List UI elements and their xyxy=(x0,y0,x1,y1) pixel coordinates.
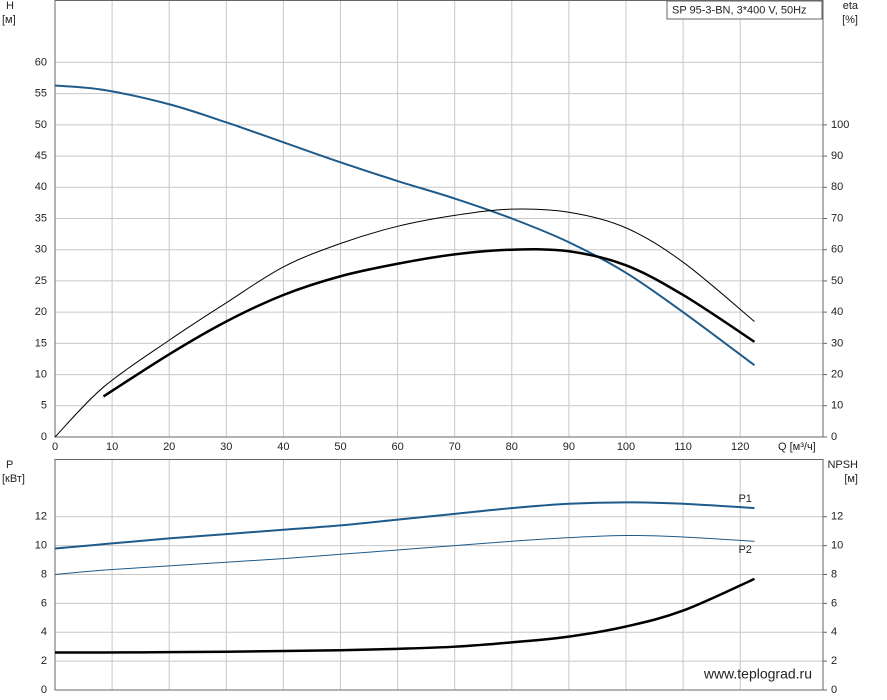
y2-tick-label: 20 xyxy=(831,368,843,380)
watermark: www.teplograd.ru xyxy=(703,666,812,682)
x-tick-label: 40 xyxy=(277,441,289,453)
series-label: P2 xyxy=(738,544,751,556)
series-line xyxy=(54,501,755,550)
y-tick-label: 4 xyxy=(41,626,47,638)
x-tick-label: 50 xyxy=(334,441,346,453)
x-tick-label: 0 xyxy=(52,441,58,453)
x-tick-label: 70 xyxy=(449,441,461,453)
plot-frame xyxy=(54,459,824,691)
y-tick-label: 15 xyxy=(35,337,47,349)
y-tick-label: 35 xyxy=(35,212,47,224)
y2-axis-label: NPSH xyxy=(827,459,858,471)
series-line xyxy=(54,208,755,438)
y-axis-label: [кВт] xyxy=(2,473,25,485)
x-axis-label: Q [м³/ч] xyxy=(778,441,816,453)
y2-tick-label: 8 xyxy=(831,568,837,580)
series-line xyxy=(102,248,756,398)
y2-tick-label: 10 xyxy=(831,540,843,552)
y-tick-label: 10 xyxy=(35,540,47,552)
y-tick-label: 0 xyxy=(41,431,47,443)
title-box xyxy=(666,0,823,20)
x-tick-label: 10 xyxy=(106,441,118,453)
y2-axis-label: [м] xyxy=(844,473,858,485)
y2-tick-label: 80 xyxy=(831,181,843,193)
x-tick-label: 90 xyxy=(563,441,575,453)
y2-tick-label: 0 xyxy=(831,684,837,696)
y2-tick-label: 4 xyxy=(831,626,837,638)
y-tick-label: 12 xyxy=(35,511,47,523)
y-tick-label: 2 xyxy=(41,655,47,667)
y2-axis-label: [%] xyxy=(842,14,858,26)
y-tick-label: 30 xyxy=(35,244,47,256)
y-tick-label: 5 xyxy=(41,400,47,412)
y2-axis-label: eta xyxy=(843,0,859,12)
y-tick-label: 45 xyxy=(35,150,47,162)
y2-tick-label: 10 xyxy=(831,400,843,412)
series-line xyxy=(54,535,755,575)
y2-tick-label: 90 xyxy=(831,150,843,162)
y2-tick-label: 70 xyxy=(831,212,843,224)
y-tick-label: 40 xyxy=(35,181,47,193)
y-tick-label: 8 xyxy=(41,568,47,580)
y2-tick-label: 0 xyxy=(831,431,837,443)
x-tick-label: 100 xyxy=(617,441,635,453)
y2-tick-label: 100 xyxy=(831,119,849,131)
y2-tick-label: 12 xyxy=(831,511,843,523)
y2-tick-label: 30 xyxy=(831,337,843,349)
x-tick-label: 120 xyxy=(731,441,749,453)
chart-title: SP 95-3-BN, 3*400 V, 50Hz xyxy=(672,4,807,16)
series-line xyxy=(54,577,755,654)
y-tick-label: 20 xyxy=(35,306,47,318)
y-tick-label: 50 xyxy=(35,119,47,131)
y-axis-label: H xyxy=(6,0,14,12)
y2-tick-label: 60 xyxy=(831,244,843,256)
y-tick-label: 0 xyxy=(41,684,47,696)
series-label: P1 xyxy=(738,493,751,505)
y-tick-label: 60 xyxy=(35,56,47,68)
y2-tick-label: 6 xyxy=(831,597,837,609)
x-tick-label: 30 xyxy=(220,441,232,453)
x-tick-label: 20 xyxy=(163,441,175,453)
y-tick-label: 10 xyxy=(35,368,47,380)
y2-tick-label: 50 xyxy=(831,275,843,287)
y-axis-label: P xyxy=(6,459,13,471)
y-tick-label: 25 xyxy=(35,275,47,287)
y-tick-label: 55 xyxy=(35,88,47,100)
plot-frame xyxy=(54,0,824,438)
y-axis-label: [м] xyxy=(2,14,16,26)
x-tick-label: 110 xyxy=(674,441,692,453)
series-line xyxy=(54,84,756,367)
y2-tick-label: 2 xyxy=(831,655,837,667)
y-tick-label: 6 xyxy=(41,597,47,609)
x-tick-label: 80 xyxy=(506,441,518,453)
y2-tick-label: 40 xyxy=(831,306,843,318)
x-tick-label: 60 xyxy=(391,441,403,453)
